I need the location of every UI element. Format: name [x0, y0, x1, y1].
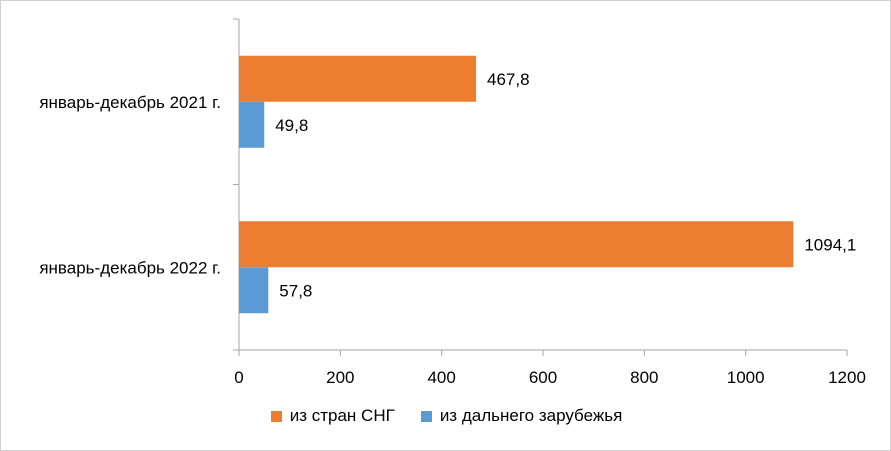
- data-label: 49,8: [275, 116, 308, 135]
- legend-label-far-abroad: из дальнего зарубежья: [439, 406, 623, 425]
- x-tick-label: 0: [234, 368, 243, 387]
- legend-label-sng: из стран СНГ: [289, 406, 395, 425]
- legend-swatch-sng: [270, 410, 282, 422]
- bar-far-abroad: [239, 267, 269, 314]
- bar-sng: [239, 55, 477, 102]
- legend-item-sng: из стран СНГ: [270, 406, 395, 426]
- data-label: 57,8: [279, 281, 312, 300]
- data-label: 467,8: [487, 70, 530, 89]
- legend: из стран СНГ из дальнего зарубежья: [1, 406, 891, 426]
- legend-item-far-abroad: из дальнего зарубежья: [420, 406, 623, 426]
- bar-sng: [239, 221, 794, 268]
- bar-chart: 0 200 400 600 800 1000 1200 январь-декабрь 2021…: [39, 18, 866, 387]
- x-tick-label: 600: [529, 368, 557, 387]
- legend-swatch-far-abroad: [420, 410, 432, 422]
- category-label: январь-декабрь 2021 г.: [39, 93, 221, 112]
- x-tick-label: 800: [630, 368, 658, 387]
- category-label: январь-декабрь 2022 г.: [39, 258, 221, 277]
- x-tick-label: 1000: [727, 368, 765, 387]
- x-tick-label: 1200: [828, 368, 866, 387]
- x-tick-label: 200: [326, 368, 354, 387]
- bar-far-abroad: [239, 101, 265, 148]
- data-label: 1094,1: [804, 235, 856, 254]
- x-tick-label: 400: [427, 368, 455, 387]
